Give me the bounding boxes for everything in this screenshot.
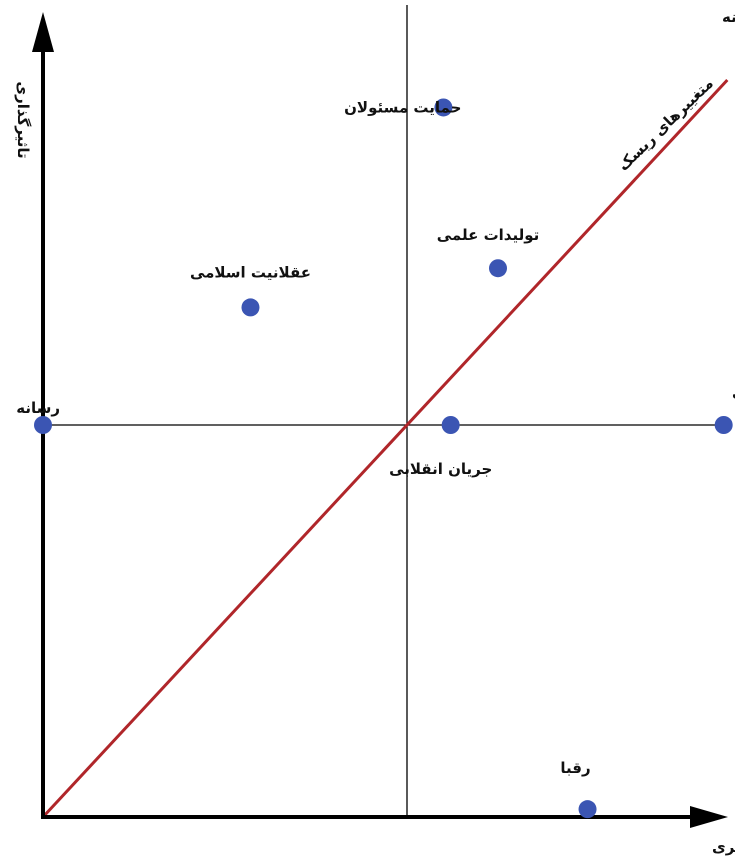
point-marker [241, 298, 260, 317]
risk-variables-label: متغییرهای ریسک [614, 74, 717, 174]
x-axis-label: تاثیرپذیری [712, 838, 735, 857]
point-marker [434, 98, 453, 117]
risk-diagonal-line [41, 79, 729, 819]
point-4: تولیدات علمی [437, 226, 540, 278]
point-marker [578, 800, 597, 819]
point-label: رقبا [560, 759, 590, 777]
point-marker [489, 259, 507, 278]
point-2: عقلانیت اسلامی [190, 263, 311, 317]
point-label: دینداری عمومی [732, 383, 735, 401]
points-layer: رسانه عقلانیت اسلامی حمایت مسئولان تولیدات … [16, 98, 735, 819]
dual-variables-label: متغییرهای دوگانه [722, 8, 735, 26]
point-marker [714, 416, 733, 434]
point-3: حمایت مسئولان [344, 98, 461, 117]
y-axis-arrow-icon [32, 12, 54, 52]
point-1: رسانه [16, 399, 60, 434]
point-label: رسانه [16, 399, 60, 417]
point-5: جریان انقلابی [389, 416, 492, 478]
point-label: جریان انقلابی [389, 460, 492, 478]
point-marker [441, 416, 460, 434]
point-6: دینداری عمومی [714, 383, 735, 434]
point-label: عقلانیت اسلامی [190, 263, 311, 281]
x-axis-arrow-icon [690, 806, 728, 828]
point-label: حمایت مسئولان [344, 98, 461, 116]
point-7: رقبا [560, 759, 597, 819]
y-axis-label: تاثیرگذاری [14, 81, 32, 158]
point-marker [34, 416, 52, 434]
point-label: تولیدات علمی [437, 226, 540, 244]
